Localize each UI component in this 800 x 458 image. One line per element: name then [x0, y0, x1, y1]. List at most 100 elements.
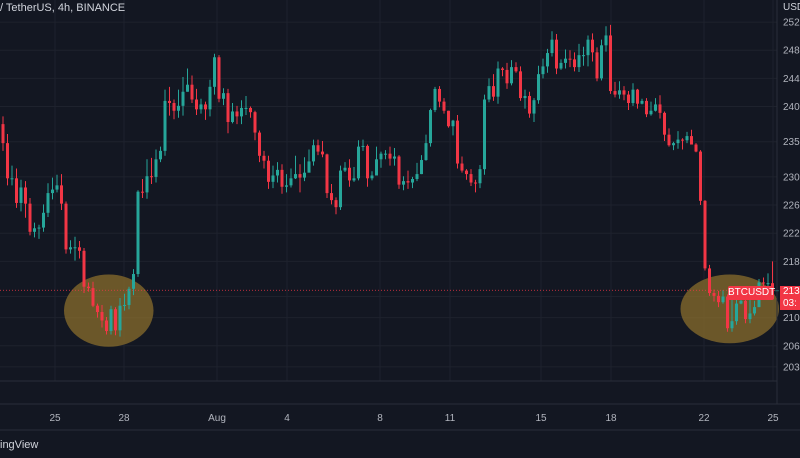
candle-body: [690, 136, 693, 145]
price-tick-label: 210: [783, 313, 800, 324]
candle-body: [505, 69, 509, 84]
candle-body: [141, 191, 144, 193]
candle-body: [379, 153, 383, 160]
currency-label[interactable]: USD: [783, 2, 800, 13]
candle-body: [465, 170, 468, 175]
price-tick-label: 222: [783, 229, 800, 240]
candle-body: [451, 120, 455, 127]
candle-body: [91, 288, 95, 306]
candle-body: [393, 156, 396, 159]
candle-body: [316, 145, 320, 152]
candle-body: [334, 200, 338, 208]
price-tick-label: 240: [783, 102, 800, 113]
candle-body: [717, 295, 720, 303]
candle-body: [244, 107, 248, 109]
time-tick-label: 28: [118, 413, 130, 424]
candle-body: [402, 181, 405, 185]
candle-body: [195, 99, 198, 110]
candle-body: [73, 247, 77, 249]
candle-body: [708, 268, 711, 294]
candle-body: [712, 293, 716, 296]
candle-body: [118, 305, 122, 331]
candle-body: [249, 107, 252, 113]
candle-body: [442, 101, 446, 111]
candle-body: [253, 112, 257, 133]
candle-body: [298, 174, 302, 178]
candle-body: [411, 179, 414, 183]
candle-body: [735, 303, 738, 322]
bar-countdown: 03:: [783, 298, 797, 309]
time-tick-label: 4: [284, 413, 290, 424]
candle-body: [127, 288, 131, 305]
candle-body: [577, 55, 581, 68]
candle-body: [136, 191, 140, 275]
candle-body: [289, 178, 293, 186]
candle-body: [447, 110, 450, 127]
candle-body: [469, 174, 473, 183]
candle-body: [573, 59, 576, 68]
candle-body: [568, 58, 572, 60]
candle-body: [1, 124, 5, 144]
symbol-tag: BTCUSDT: [728, 286, 776, 300]
candle-body: [370, 175, 374, 179]
candle-body: [622, 90, 626, 95]
price-tick-label: 206: [783, 341, 800, 352]
candle-body: [226, 93, 230, 123]
chart-title: / TetherUS, 4h, BINANCE: [0, 2, 126, 14]
candle-body: [627, 94, 630, 104]
candle-body: [559, 62, 563, 69]
candle-body: [420, 160, 423, 175]
candle-body: [609, 35, 612, 92]
candle-body: [496, 68, 500, 97]
candle-body: [397, 156, 401, 185]
candle-body: [636, 89, 639, 104]
candle-body: [42, 212, 45, 228]
candle-body: [339, 170, 342, 208]
candle-body: [532, 100, 536, 114]
candle-body: [321, 151, 324, 155]
price-tick-label: 226: [783, 201, 800, 212]
candle-body: [699, 151, 702, 201]
candle-body: [222, 93, 225, 99]
candle-body: [415, 174, 419, 180]
candle-body: [51, 189, 54, 194]
candle-body: [703, 200, 707, 269]
candle-body: [672, 143, 675, 146]
brand-logo-text[interactable]: ingView: [0, 439, 39, 451]
candle-body: [546, 53, 549, 67]
candle-body: [330, 193, 333, 201]
candle-body: [676, 139, 680, 144]
candle-body: [564, 58, 567, 63]
candle-body: [357, 146, 360, 179]
candle-body: [217, 57, 221, 99]
candle-body: [384, 153, 387, 155]
candle-body: [204, 104, 207, 110]
candle-body: [69, 247, 72, 250]
candle-body: [154, 159, 158, 177]
candle-body: [429, 110, 432, 144]
candle-body: [478, 169, 482, 184]
candle-body: [190, 84, 194, 100]
candle-body: [663, 112, 666, 135]
price-tick-label: 252: [783, 18, 800, 29]
candle-body: [537, 74, 540, 101]
candle-body: [519, 71, 522, 99]
candle-body: [694, 144, 698, 152]
candle-body: [406, 181, 410, 183]
candle-body: [640, 100, 644, 104]
price-tick-label: 235: [783, 137, 800, 148]
time-tick-label: 8: [377, 413, 383, 424]
candle-body: [726, 296, 729, 329]
time-tick-label: 15: [535, 413, 547, 424]
candle-body: [177, 105, 180, 111]
candle-body: [586, 39, 590, 56]
candle-body: [285, 185, 288, 187]
candle-body: [649, 110, 653, 115]
candle-body: [492, 86, 495, 97]
candle-body: [501, 68, 504, 70]
candle-body: [312, 145, 315, 162]
candle-body: [109, 309, 113, 332]
time-axis[interactable]: 25 28 Aug 4 8 11 15 18 22 25: [49, 413, 779, 424]
